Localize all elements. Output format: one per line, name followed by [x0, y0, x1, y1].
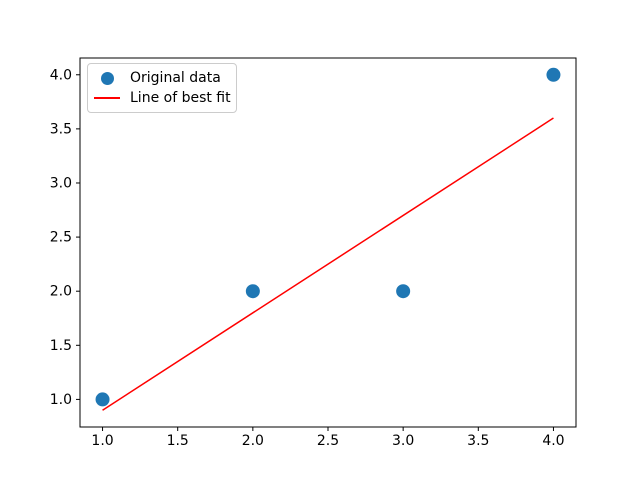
- y-tick-label: 3.5: [50, 121, 72, 137]
- x-tick-label: 1.5: [167, 433, 189, 449]
- legend: Original data Line of best fit: [87, 63, 237, 113]
- legend-item-line-of-best-fit: Line of best fit: [94, 88, 231, 108]
- plot-frame: [79, 57, 577, 428]
- x-tick-label: 3.5: [467, 433, 489, 449]
- legend-handle: [94, 71, 120, 85]
- data-point: [546, 67, 561, 82]
- x-tick-label: 4.0: [542, 433, 564, 449]
- y-tick-label: 3.0: [50, 175, 72, 191]
- y-tick-label: 4.0: [50, 67, 72, 83]
- legend-label-original-data: Original data: [130, 70, 221, 86]
- x-tick-label: 2.5: [317, 433, 339, 449]
- data-point: [396, 284, 411, 299]
- legend-item-original-data: Original data: [94, 68, 230, 88]
- x-tick-label: 2.0: [242, 433, 264, 449]
- line-marker-icon: [94, 97, 120, 99]
- y-tick-label: 2.5: [50, 230, 72, 246]
- scatter-marker-icon: [100, 71, 114, 85]
- data-point: [95, 392, 110, 407]
- x-tick-label: 3.0: [392, 433, 414, 449]
- best-fit-line: [102, 117, 554, 411]
- y-tick-label: 1.0: [50, 392, 72, 408]
- y-tick-label: 1.5: [50, 338, 72, 354]
- data-point: [245, 284, 260, 299]
- y-tick-label: 2.0: [50, 284, 72, 300]
- x-tick-label: 1.0: [91, 433, 113, 449]
- legend-handle: [94, 97, 120, 99]
- legend-label-line-of-best-fit: Line of best fit: [130, 90, 231, 106]
